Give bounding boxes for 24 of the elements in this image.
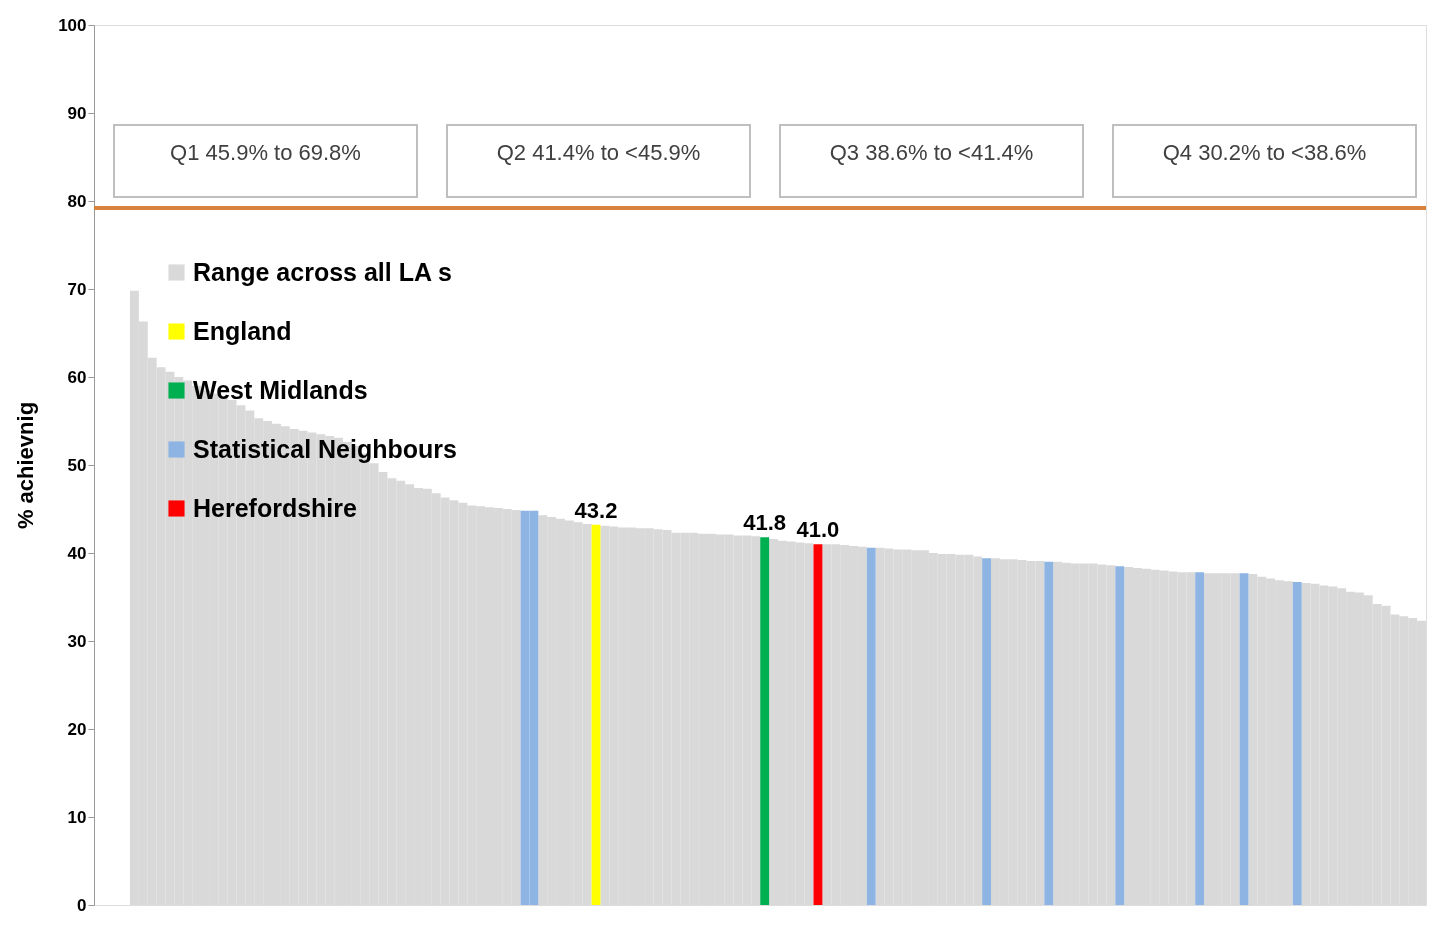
annotation: Q2 41.4% to <45.9%	[496, 140, 701, 165]
y-tick-label: 10	[67, 807, 87, 827]
annotation: Q3 38.6% to <41.4%	[829, 140, 1034, 165]
legend-label: England	[193, 316, 292, 345]
y-tick-label: 100	[58, 15, 87, 35]
y-tick-label: 60	[67, 367, 87, 387]
y-tick-label: 0	[77, 895, 87, 915]
y-tick-label: 30	[67, 631, 87, 651]
y-tick-label: 20	[67, 719, 87, 739]
y-tick-label: 70	[67, 279, 87, 299]
legend-label: Range across all LA s	[193, 257, 452, 286]
annotation: Q1 45.9% to 69.8%	[170, 140, 361, 165]
y-tick-label: 40	[67, 543, 87, 563]
y-tick-label: 90	[67, 103, 87, 123]
legend-label: West Midlands	[193, 375, 368, 404]
data-label: 41.0	[796, 517, 840, 543]
data-label: 41.8	[743, 510, 787, 536]
data-label: 43.2	[574, 497, 618, 523]
y-axis-title: % achievnig	[13, 401, 39, 530]
y-tick-label: 80	[67, 191, 87, 211]
legend-label: Herefordshire	[193, 493, 358, 522]
annotation: Q4 30.2% to <38.6%	[1162, 140, 1367, 165]
y-tick-label: 50	[67, 455, 87, 475]
legend-label: Statistical Neighbours	[193, 434, 457, 463]
